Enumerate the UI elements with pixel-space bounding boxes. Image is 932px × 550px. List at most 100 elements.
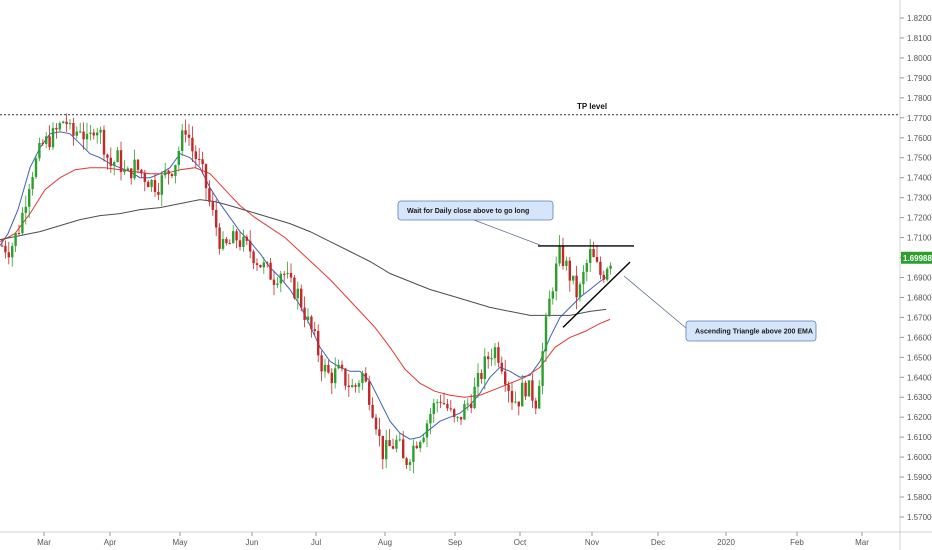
candle-body	[436, 402, 439, 404]
candle-body	[541, 351, 544, 386]
candle-body	[595, 256, 599, 262]
candle-body	[527, 380, 531, 397]
candle-body	[113, 162, 116, 166]
x-tick-label: Sep	[448, 538, 463, 547]
candle-body	[385, 440, 388, 460]
x-tick-label: Apr	[104, 538, 117, 547]
y-tick-label: 1.76000	[907, 134, 932, 143]
y-tick-label: 1.71000	[907, 234, 932, 243]
candle-body	[466, 403, 469, 405]
candle-body	[480, 372, 483, 379]
candle-body	[415, 445, 418, 449]
y-tick-label: 1.66000	[907, 333, 932, 342]
candle-body	[293, 277, 296, 299]
candle-body	[279, 273, 282, 284]
candle-body	[422, 437, 425, 442]
annotation-pointer	[473, 219, 541, 246]
candle-body	[269, 262, 272, 280]
candle-body	[340, 364, 344, 369]
annotation-box[interactable]	[685, 320, 817, 342]
candle-body	[164, 170, 167, 176]
candle-body	[232, 231, 235, 244]
time-axis[interactable]: Mar Apr May Jun Jul Aug Sep Oct Nov Dec 2020 Feb Mar	[37, 532, 869, 547]
candle-body	[412, 445, 415, 462]
candle-body	[514, 401, 517, 403]
candle-body	[55, 127, 58, 130]
x-tick-label: 2020	[717, 538, 735, 547]
y-tick-label: 1.78000	[907, 94, 932, 103]
candle-body	[568, 260, 571, 281]
candle-body	[327, 364, 330, 373]
candle-body	[235, 231, 238, 241]
candle-body	[572, 275, 575, 281]
ema-lines	[0, 131, 611, 440]
candle-body	[85, 133, 89, 140]
candle-body	[143, 173, 146, 182]
candle-body	[28, 189, 31, 207]
candle-body	[334, 368, 337, 384]
price-axis[interactable]: 1.57000 1.58000 1.59000 1.60000 1.61000 1.620…	[900, 14, 932, 522]
candle-body	[463, 404, 466, 420]
candle-body	[521, 382, 524, 407]
candle-body	[123, 170, 126, 173]
support-trendline[interactable]	[562, 261, 631, 328]
candle-body	[0, 245, 4, 247]
candle-body	[140, 169, 143, 174]
candle-body	[453, 409, 456, 418]
candle-body	[510, 390, 514, 403]
y-tick-label: 1.57000	[907, 513, 932, 522]
candle-body	[317, 330, 320, 356]
candle-body	[89, 132, 92, 134]
candle-body	[92, 132, 95, 136]
candle-body	[102, 129, 106, 155]
candle-body	[592, 248, 595, 257]
candle-body	[181, 130, 184, 151]
trendlines	[538, 245, 634, 328]
candle-body	[548, 298, 551, 317]
candle-body	[449, 408, 452, 410]
y-tick-label: 1.81000	[907, 34, 932, 43]
candle-body	[228, 243, 231, 245]
candle-body	[82, 131, 85, 140]
candle-body	[147, 181, 150, 188]
candle-body	[160, 175, 163, 195]
candle-body	[544, 316, 548, 352]
candle-body	[286, 272, 289, 275]
candle-body	[442, 403, 446, 405]
candle-body	[34, 158, 38, 177]
candle-body	[446, 404, 449, 409]
candle-body	[283, 273, 286, 275]
candle-body	[425, 423, 429, 438]
candle-body	[11, 246, 14, 258]
candle-body	[555, 263, 558, 292]
y-tick-label: 1.73000	[907, 194, 932, 203]
candle-body	[490, 358, 493, 360]
candle-body	[4, 245, 7, 253]
ema-mid-line	[0, 167, 611, 398]
candle-body	[395, 439, 398, 449]
candle-body	[174, 164, 177, 177]
candle-body	[150, 179, 153, 188]
candle-body	[585, 262, 588, 272]
candle-body	[276, 283, 279, 285]
candle-body	[177, 150, 180, 165]
candle-body	[119, 150, 123, 173]
candle-body	[45, 136, 48, 145]
candle-body	[109, 157, 112, 166]
candle-body	[575, 275, 578, 298]
candle-body	[259, 264, 262, 268]
candle-body	[459, 416, 463, 420]
candle-body	[17, 232, 21, 234]
candle-body	[75, 131, 78, 136]
candle-body	[198, 159, 201, 161]
annotation-box[interactable]	[397, 200, 554, 221]
candle-body	[602, 274, 605, 280]
candle-body	[48, 136, 51, 148]
last-price-tag: 1.69988	[901, 251, 932, 264]
candle-body	[381, 435, 384, 460]
candle-body	[368, 381, 371, 405]
y-tick-label: 1.60000	[907, 453, 932, 462]
y-tick-label: 1.65000	[907, 353, 932, 362]
